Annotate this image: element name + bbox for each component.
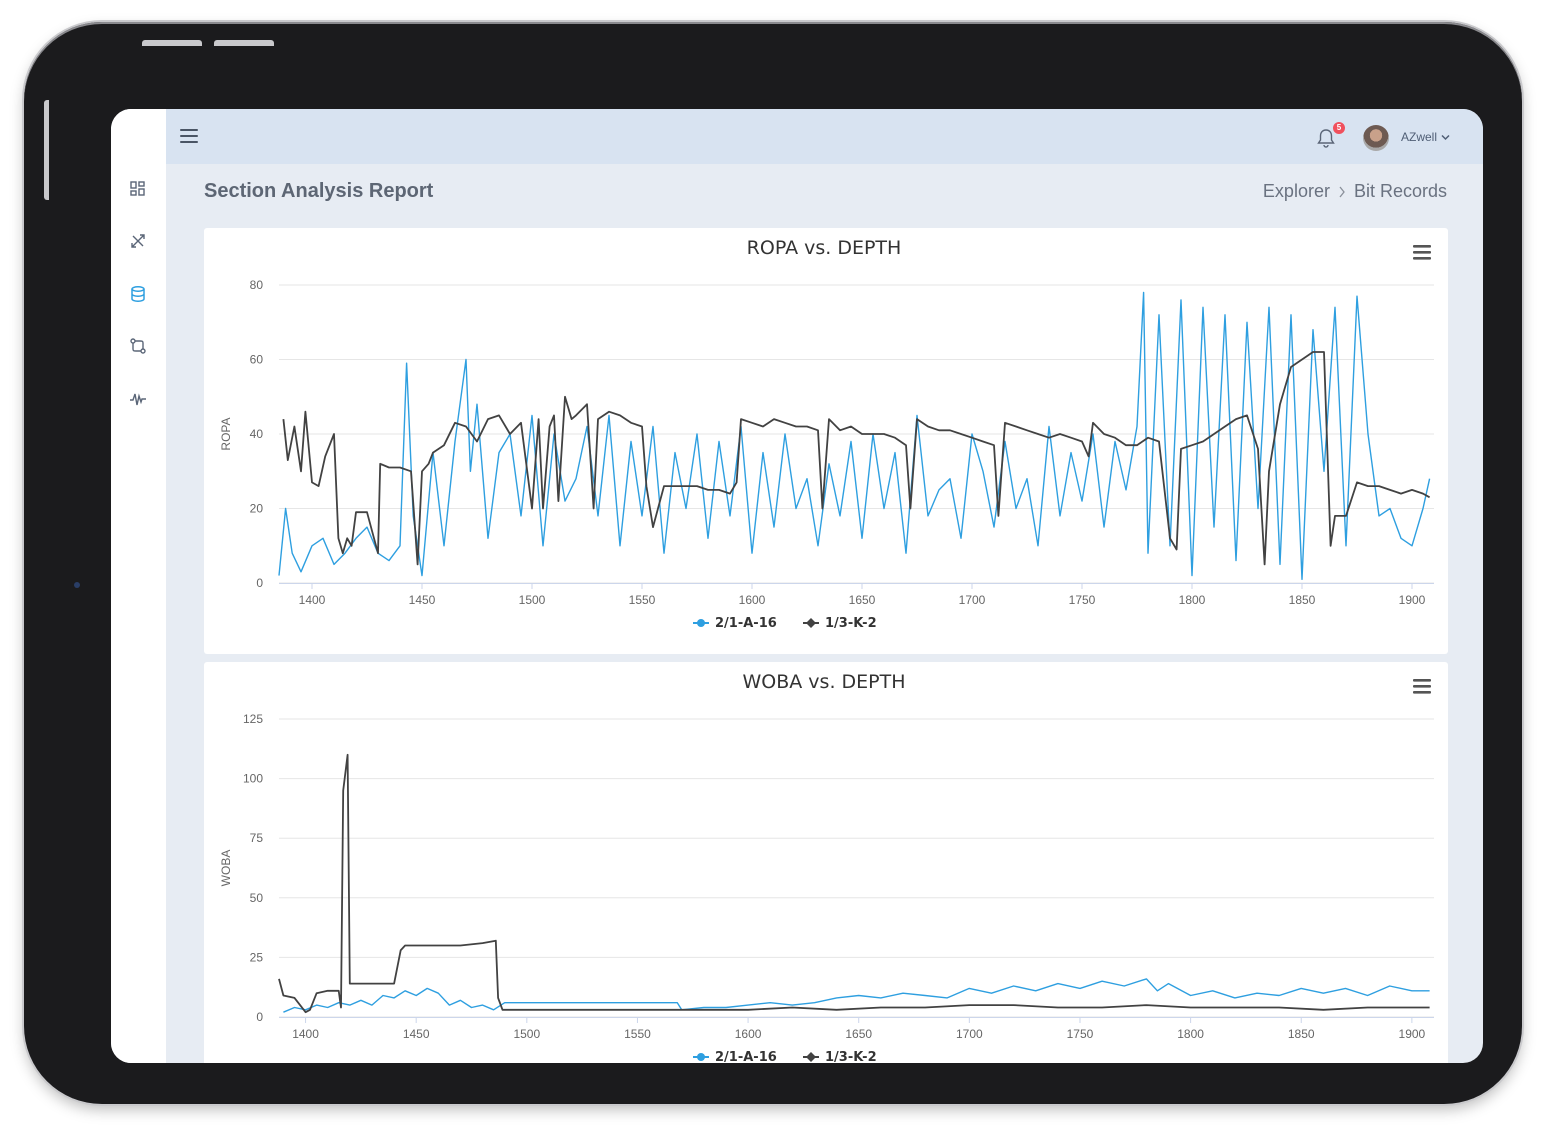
y-tick-label: 100: [243, 772, 263, 786]
series-line-1/3-K-2[interactable]: [278, 753, 1430, 1014]
x-tick-label: 1450: [409, 593, 436, 607]
x-tick-label: 1400: [292, 1027, 319, 1041]
tools-icon[interactable]: [129, 232, 147, 250]
tablet-volume-button: [214, 40, 274, 46]
app-screen: 5 AZwell Section Analysis Report Explore…: [111, 109, 1483, 1063]
legend-item[interactable]: 1/3-K-2: [803, 616, 877, 631]
database-icon[interactable]: [129, 285, 147, 303]
x-tick-label: 1650: [845, 1027, 872, 1041]
x-tick-label: 1750: [1067, 1027, 1094, 1041]
y-tick-label: 20: [250, 502, 264, 516]
top-navbar: 5 AZwell: [166, 109, 1483, 164]
y-tick-label: 125: [243, 712, 263, 726]
username-label: AZwell: [1401, 130, 1438, 144]
git-compare-icon[interactable]: [129, 337, 147, 355]
chart-title: ROPA vs. DEPTH: [747, 237, 902, 259]
y-tick-label: 40: [250, 427, 264, 441]
legend-label: 1/3-K-2: [825, 616, 877, 631]
x-tick-label: 1600: [739, 593, 766, 607]
ropa-chart-card: ROPA vs. DEPTH 0 20 40 60 80 1400 1450 1500 1550 1…: [204, 228, 1448, 654]
chart-menu-icon[interactable]: [1413, 679, 1431, 694]
ropa-chart: ROPA vs. DEPTH 0 20 40 60 80 1400 1450 1500 1550 1…: [219, 237, 1434, 631]
x-tick-label: 1750: [1069, 593, 1096, 607]
y-tick-label: 0: [256, 576, 263, 590]
chevron-down-icon: [1441, 135, 1450, 141]
y-tick-label: 0: [256, 1010, 263, 1024]
y-tick-label: 75: [250, 831, 264, 845]
legend-label: 1/3-K-2: [825, 1050, 877, 1063]
x-tick-label: 1600: [735, 1027, 762, 1041]
x-tick-label: 1900: [1399, 1027, 1426, 1041]
avatar[interactable]: [1363, 125, 1389, 151]
x-tick-label: 1500: [519, 593, 546, 607]
x-tick-label: 1700: [959, 593, 986, 607]
series-line-2/1-A-16[interactable]: [278, 291, 1431, 580]
notification-badge: 5: [1333, 122, 1345, 134]
tablet-camera: [74, 582, 80, 588]
tablet-frame: 5 AZwell Section Analysis Report Explore…: [24, 22, 1522, 1104]
x-tick-label: 1650: [849, 593, 876, 607]
x-tick-label: 1800: [1177, 1027, 1204, 1041]
y-tick-label: 25: [250, 950, 264, 964]
x-tick-label: 1550: [629, 593, 656, 607]
breadcrumb-bit-records: Bit Records: [1353, 181, 1447, 201]
legend-item[interactable]: 2/1-A-16: [693, 1050, 777, 1063]
x-tick-label: 1900: [1399, 593, 1426, 607]
x-tick-label: 1450: [403, 1027, 430, 1041]
x-tick-label: 1550: [624, 1027, 651, 1041]
dashboard-icon[interactable]: [129, 180, 147, 198]
legend-label: 2/1-A-16: [715, 616, 777, 631]
chart-menu-icon[interactable]: [1413, 245, 1431, 260]
x-tick-label: 1700: [956, 1027, 983, 1041]
x-tick-label: 1800: [1179, 593, 1206, 607]
y-axis-label: WOBA: [219, 850, 233, 887]
series-line-2/1-A-16[interactable]: [283, 978, 1430, 1013]
y-tick-label: 60: [250, 353, 264, 367]
woba-chart: WOBA vs. DEPTH 0 25 50 75 100 125 1400 1450 1500 1…: [219, 671, 1434, 1063]
breadcrumb: Explorer Bit Records: [1263, 181, 1447, 202]
breadcrumb-explorer[interactable]: Explorer: [1262, 181, 1330, 201]
legend-label: 2/1-A-16: [715, 1050, 777, 1063]
legend-item[interactable]: 2/1-A-16: [693, 616, 777, 631]
chart-title: WOBA vs. DEPTH: [742, 671, 905, 693]
chevron-right-icon: [1339, 186, 1345, 197]
x-tick-label: 1850: [1289, 593, 1316, 607]
y-axis-label: ROPA: [219, 417, 233, 450]
x-tick-label: 1500: [513, 1027, 540, 1041]
woba-chart-card: WOBA vs. DEPTH 0 25 50 75 100 125 1400 1450 1500 1…: [204, 662, 1448, 1063]
tablet-side-button: [44, 100, 49, 200]
tablet-volume-button: [142, 40, 202, 46]
page-title: Section Analysis Report: [204, 180, 434, 202]
x-tick-label: 1850: [1288, 1027, 1315, 1041]
bell-icon[interactable]: [1316, 127, 1336, 149]
user-menu[interactable]: AZwell: [1401, 130, 1450, 144]
y-tick-label: 50: [250, 891, 264, 905]
x-tick-label: 1400: [299, 593, 326, 607]
series-line-1/3-K-2[interactable]: [282, 351, 1431, 566]
legend-item[interactable]: 1/3-K-2: [803, 1050, 877, 1063]
menu-toggle-icon[interactable]: [180, 129, 198, 145]
activity-icon[interactable]: [129, 390, 147, 408]
sidebar: [111, 109, 166, 1063]
y-tick-label: 80: [250, 278, 264, 292]
